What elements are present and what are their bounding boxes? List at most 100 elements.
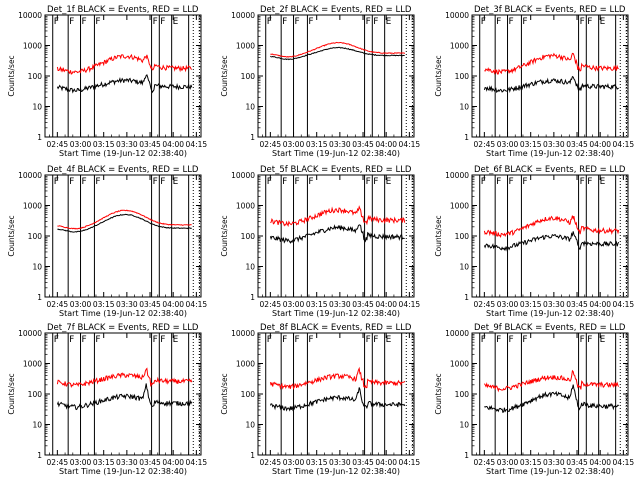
events-series-line — [56, 383, 193, 411]
panel-8: Det_8f BLACK = Events, RED = LLD 1 10 100 10… — [220, 323, 420, 476]
events-series-line — [269, 387, 406, 412]
y-tick-label: 100 — [455, 232, 470, 241]
flag-label: F — [522, 335, 527, 345]
panel-3: Det_3f BLACK = Events, RED = LLD 1 10 100 10… — [434, 5, 634, 158]
flag-label: F — [282, 17, 287, 27]
x-axis-label: Start Time (19-Jun-12 02:38:40) — [59, 467, 187, 476]
flag-label: F — [54, 17, 59, 27]
x-axis-label: Start Time (19-Jun-12 02:38:40) — [272, 467, 400, 476]
x-tick-label: 04:00 — [375, 458, 397, 467]
flag-label: F — [153, 177, 158, 187]
x-tick-label: 03:30 — [116, 140, 138, 149]
x-tick-label: 03:15 — [520, 300, 542, 309]
y-tick-label: 10 — [32, 103, 42, 112]
panel-2: Det_2f BLACK = Events, RED = LLD 1 10 100 10… — [220, 5, 420, 158]
x-tick-label: 03:15 — [520, 140, 542, 149]
x-tick-label: 03:15 — [306, 140, 328, 149]
y-tick-label: 1 — [464, 133, 469, 142]
x-axis-label: Start Time (19-Jun-12 02:38:40) — [59, 309, 187, 318]
x-axis-label: Start Time (19-Jun-12 02:38:40) — [486, 467, 614, 476]
flag-label: E — [600, 17, 606, 27]
events-series-line — [57, 213, 192, 233]
lld-series-line — [483, 369, 620, 393]
flag-label: F — [496, 17, 501, 27]
flag-label: E — [173, 17, 179, 27]
y-tick-label: 1000 — [23, 360, 42, 369]
x-tick-label: 04:00 — [375, 140, 397, 149]
panel-1: Det_1f BLACK = Events, RED = LLD 1 10 100 10… — [7, 5, 207, 158]
x-tick-label: 02:45 — [474, 140, 496, 149]
lld-series-line — [270, 41, 406, 58]
flag-label: F — [153, 335, 158, 345]
y-tick-label: 1 — [37, 451, 42, 460]
flag-label: F — [587, 177, 592, 187]
panel-9: Det_9f BLACK = Events, RED = LLD 1 10 100 10… — [434, 323, 634, 476]
flag-label: E — [600, 177, 606, 187]
x-tick-label: 04:00 — [589, 300, 611, 309]
flag-label: F — [267, 177, 272, 187]
y-tick-label: 100 — [455, 72, 470, 81]
x-tick-label: 02:45 — [260, 458, 282, 467]
panel-title: Det_2f BLACK = Events, RED = LLD — [260, 5, 412, 15]
panel-5: Det_5f BLACK = Events, RED = LLD 1 10 100 10… — [220, 165, 420, 318]
panel-title: Det_3f BLACK = Events, RED = LLD — [474, 5, 626, 15]
flag-label: F — [509, 335, 514, 345]
flag-label: F — [522, 177, 527, 187]
events-series-line — [484, 384, 620, 414]
x-tick-label: 03:30 — [329, 300, 351, 309]
x-tick-label: 04:15 — [399, 458, 421, 467]
flag-label: F — [54, 335, 59, 345]
x-tick-label: 04:15 — [399, 140, 421, 149]
x-tick-label: 03:30 — [116, 458, 138, 467]
x-axis-label: Start Time (19-Jun-12 02:38:40) — [486, 309, 614, 318]
y-tick-label: 10000 — [231, 11, 255, 20]
y-tick-label: 10000 — [231, 329, 255, 338]
x-tick-label: 04:15 — [613, 458, 635, 467]
x-tick-label: 03:45 — [566, 300, 588, 309]
flag-label: F — [160, 177, 165, 187]
y-tick-label: 100 — [28, 232, 43, 241]
x-tick-label: 04:15 — [399, 300, 421, 309]
y-tick-label: 100 — [241, 232, 256, 241]
flag-label: F — [580, 177, 585, 187]
x-tick-label: 03:45 — [139, 140, 161, 149]
y-tick-label: 1 — [37, 133, 42, 142]
lld-series-line — [483, 215, 620, 239]
events-series-line — [270, 46, 405, 61]
flag-label: F — [522, 17, 527, 27]
panel-title: Det_8f BLACK = Events, RED = LLD — [260, 323, 412, 333]
panel-6: Det_6f BLACK = Events, RED = LLD 1 10 100 10… — [434, 165, 634, 318]
y-tick-label: 1000 — [23, 202, 42, 211]
flag-label: F — [481, 17, 486, 27]
flag-label: E — [173, 335, 179, 345]
flag-label: F — [580, 335, 585, 345]
flag-label: F — [82, 177, 87, 187]
panel-title: Det_1f BLACK = Events, RED = LLD — [47, 5, 199, 15]
x-tick-label: 03:00 — [70, 140, 92, 149]
y-tick-label: 100 — [241, 390, 256, 399]
y-tick-label: 1000 — [236, 42, 255, 51]
x-tick-label: 03:45 — [352, 458, 374, 467]
events-series-line — [483, 75, 619, 94]
x-tick-label: 03:00 — [497, 300, 519, 309]
flag-label: F — [82, 335, 87, 345]
x-tick-label: 02:45 — [474, 458, 496, 467]
x-axis-label: Start Time (19-Jun-12 02:38:40) — [272, 149, 400, 158]
x-tick-label: 03:00 — [497, 458, 519, 467]
y-tick-label: 100 — [455, 390, 470, 399]
y-tick-label: 10 — [245, 421, 255, 430]
y-tick-label: 1 — [37, 293, 42, 302]
lld-series-line — [270, 205, 406, 227]
x-tick-label: 03:15 — [93, 140, 115, 149]
flag-label: F — [308, 335, 313, 345]
y-axis-label: Counts/sec — [220, 373, 229, 414]
x-tick-label: 03:15 — [306, 458, 328, 467]
x-tick-label: 03:45 — [566, 140, 588, 149]
y-tick-label: 1000 — [450, 202, 469, 211]
x-tick-label: 04:00 — [162, 140, 184, 149]
y-axis-label: Counts/sec — [220, 55, 229, 96]
y-axis-label: Counts/sec — [7, 373, 16, 414]
flag-label: F — [295, 335, 300, 345]
y-tick-label: 1 — [250, 293, 255, 302]
y-axis-label: Counts/sec — [7, 215, 16, 256]
